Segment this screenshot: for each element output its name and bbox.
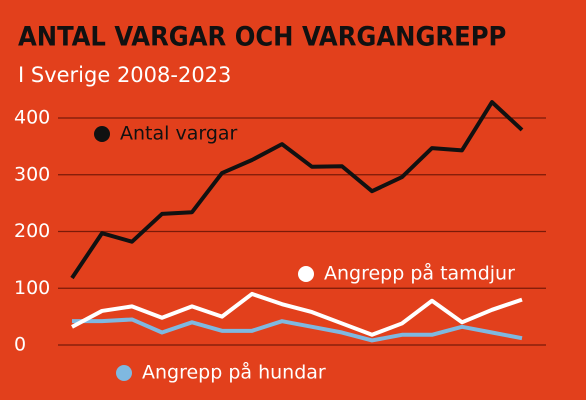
legend-label: Angrepp på tamdjur — [324, 262, 515, 285]
y-tick-label: 300 — [14, 163, 50, 185]
legend-dot — [116, 365, 132, 381]
series-line — [72, 317, 523, 343]
y-tick-label: 100 — [14, 277, 50, 299]
chart-subtitle: I Sverige 2008-2023 — [18, 63, 231, 87]
legend-dot — [94, 126, 110, 142]
legend-label: Antal vargar — [120, 123, 238, 145]
legend-dot — [298, 266, 314, 282]
legend-label: Angrepp på hundar — [142, 361, 326, 384]
series-line — [71, 291, 523, 337]
y-tick-label: 200 — [14, 220, 50, 242]
y-tick-label: 0 — [14, 334, 26, 356]
series-line — [70, 100, 524, 280]
chart-title: ANTAL VARGAR OCH VARGANGREPP — [18, 22, 506, 53]
y-tick-label: 400 — [14, 107, 50, 129]
